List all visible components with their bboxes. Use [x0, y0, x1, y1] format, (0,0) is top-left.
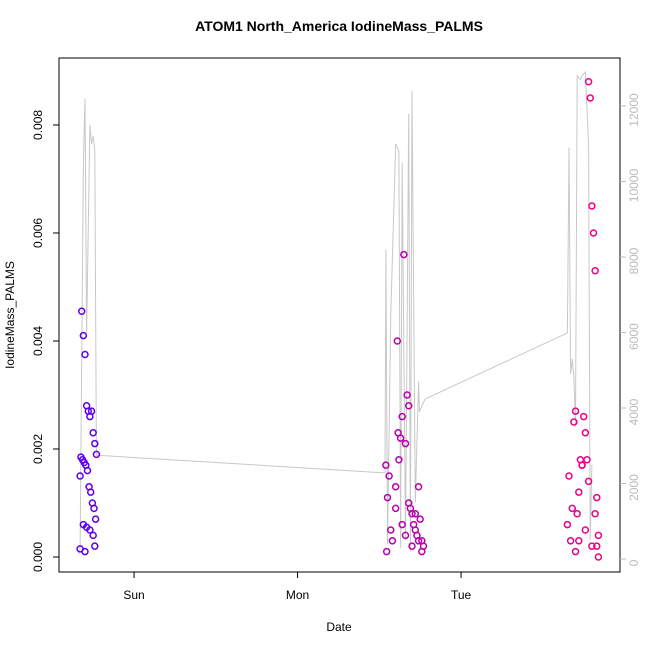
- y-tick-label: 0.002: [31, 434, 45, 464]
- point: [591, 510, 599, 518]
- y2-tick-label: 8000: [627, 247, 641, 274]
- point: [87, 407, 96, 415]
- point: [91, 515, 100, 523]
- point: [403, 391, 411, 399]
- point: [388, 537, 397, 545]
- point: [588, 542, 596, 550]
- y2-tick-label: 4000: [627, 398, 641, 425]
- point: [393, 337, 402, 345]
- point: [411, 510, 420, 518]
- point: [575, 488, 583, 496]
- point: [86, 488, 95, 496]
- point: [91, 542, 99, 550]
- y-tick-label: 0.006: [31, 218, 45, 248]
- x-tick-label: Sun: [123, 588, 144, 602]
- point: [573, 510, 581, 518]
- y2-axis: 0 2000 4000 6000 8000 10000 12000: [620, 93, 641, 566]
- point: [568, 504, 577, 513]
- point: [588, 202, 596, 210]
- point: [408, 542, 416, 550]
- point: [408, 510, 416, 518]
- chart-title: ATOM1 North_America IodineMass_PALMS: [195, 18, 483, 34]
- point: [591, 267, 599, 275]
- point: [86, 526, 94, 534]
- point: [91, 439, 99, 448]
- point: [90, 504, 98, 513]
- point: [391, 483, 400, 491]
- point: [416, 515, 424, 523]
- point: [584, 477, 593, 486]
- point: [89, 429, 97, 437]
- point: [400, 250, 408, 259]
- y2-tick-label: 10000: [627, 169, 641, 203]
- y-tick-label: 0.000: [31, 542, 45, 572]
- point: [401, 439, 410, 448]
- point: [414, 537, 423, 545]
- y2-tick-label: 2000: [627, 474, 641, 501]
- point: [414, 483, 423, 491]
- line-series: [78, 70, 593, 556]
- point: [571, 547, 580, 556]
- point: [593, 542, 601, 550]
- point: [77, 307, 86, 316]
- point: [391, 504, 400, 513]
- point: [565, 472, 573, 480]
- point: [589, 229, 598, 237]
- y2-tick-label: 12000: [627, 93, 641, 127]
- point: [382, 547, 391, 556]
- x-tick-label: Mon: [286, 588, 309, 602]
- point: [83, 466, 92, 475]
- point: [92, 450, 101, 459]
- point: [571, 407, 580, 415]
- point: [584, 78, 593, 86]
- y2-tick-label: 6000: [627, 323, 641, 350]
- point: [81, 547, 89, 556]
- point: [418, 547, 426, 556]
- point: [76, 472, 84, 480]
- point: [382, 461, 390, 469]
- point: [79, 331, 88, 340]
- point: [387, 526, 395, 534]
- point: [404, 499, 413, 507]
- point: [563, 520, 572, 529]
- plot-frame: [58, 57, 621, 573]
- point: [575, 537, 583, 545]
- y-axis-label: IodineMass_PALMS: [3, 261, 17, 369]
- point: [401, 531, 410, 540]
- point: [581, 526, 590, 534]
- point: [593, 493, 601, 502]
- point: [583, 456, 591, 464]
- point: [383, 493, 392, 502]
- x-tick-label: Tue: [451, 588, 472, 602]
- point: [578, 461, 586, 469]
- point: [566, 537, 575, 545]
- point: [89, 531, 97, 540]
- y2-tick-label: 0: [627, 559, 641, 566]
- point: [581, 429, 590, 437]
- point: [570, 418, 578, 426]
- point: [385, 472, 393, 480]
- point: [594, 553, 603, 561]
- y-tick-label: 0.008: [31, 110, 45, 140]
- point: [594, 531, 603, 540]
- x-axis-label: Date: [326, 620, 352, 634]
- point: [396, 434, 405, 442]
- point: [398, 520, 406, 529]
- point: [579, 412, 588, 421]
- point: [398, 412, 406, 421]
- point: [404, 402, 413, 410]
- point: [81, 350, 89, 359]
- point: [586, 94, 594, 102]
- y-tick-label: 0.004: [31, 326, 45, 356]
- point: [395, 456, 403, 464]
